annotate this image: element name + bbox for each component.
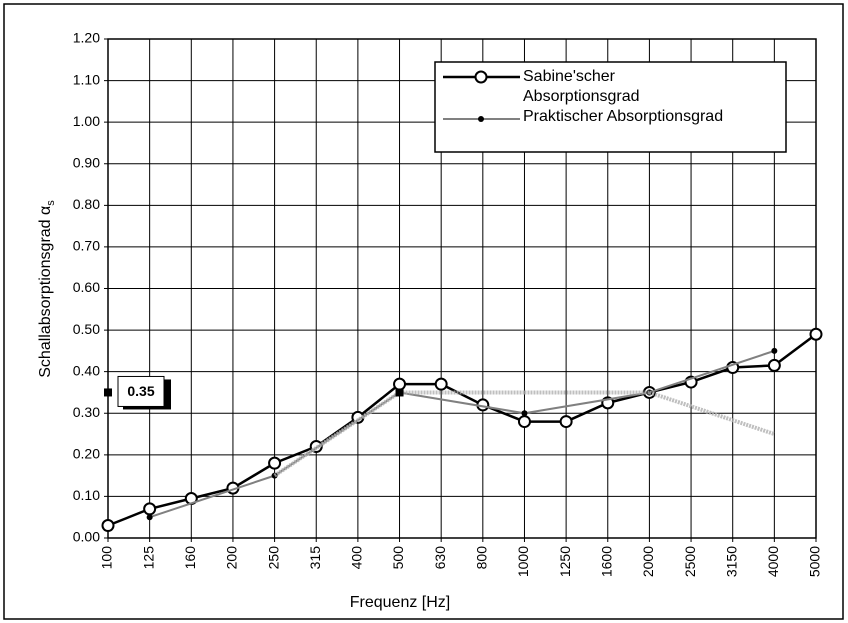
data-point — [101, 519, 115, 533]
series-segment — [273, 390, 401, 478]
y-tick-label: 0.40 — [73, 362, 100, 378]
x-tick-label: 630 — [432, 546, 448, 570]
x-tick-label: 250 — [265, 546, 281, 570]
y-tick-label: 0.00 — [73, 529, 100, 545]
data-point — [771, 347, 778, 354]
y-tick-label: 0.70 — [73, 238, 100, 254]
y-tick-label: 1.20 — [73, 30, 100, 46]
x-tick-label: 160 — [182, 546, 198, 570]
x-tick-label: 1000 — [515, 546, 531, 577]
series-segment — [524, 391, 650, 415]
plot-border — [107, 38, 817, 539]
y-tick-label: 0.90 — [73, 154, 100, 170]
x-tick-label: 5000 — [807, 546, 823, 577]
y-axis-title: Schallabsorptionsgrad αs — [37, 200, 57, 378]
x-tick-label: 500 — [390, 546, 406, 570]
series-segment — [649, 349, 775, 394]
y-tick-label: 0.80 — [73, 196, 100, 212]
y-tick-label: 0.50 — [73, 321, 100, 337]
y-axis-title-main: Schallabsorptionsgrad α — [37, 206, 54, 378]
x-tick-label: 125 — [140, 546, 156, 570]
x-tick-label: 2000 — [640, 546, 656, 577]
series-line — [107, 333, 817, 527]
x-tick-label: 4000 — [765, 546, 781, 577]
x-tick-label: 3150 — [723, 546, 739, 577]
x-tick-label: 1250 — [557, 546, 573, 577]
series-segment — [648, 390, 775, 436]
series-segment — [149, 474, 275, 519]
data-point — [767, 358, 781, 372]
y-tick-label: 0.30 — [73, 404, 100, 420]
annotation-marker — [104, 388, 112, 397]
data-point — [393, 377, 407, 391]
y-tick-label: 0.60 — [73, 279, 100, 295]
annotation-label: 0.35 — [127, 383, 154, 399]
y-tick-label: 1.00 — [73, 113, 100, 129]
data-point — [521, 410, 528, 417]
data-point — [143, 502, 157, 516]
x-tick-label: 200 — [224, 546, 240, 570]
x-tick-label: 800 — [474, 546, 490, 570]
x-tick-label: 100 — [99, 546, 115, 570]
data-point — [559, 415, 573, 429]
x-tick-label: 315 — [307, 546, 323, 570]
data-point — [146, 514, 153, 521]
legend-marker — [474, 70, 488, 84]
x-tick-label: 2500 — [682, 546, 698, 577]
legend-label-part: Absorptionsgrad — [523, 88, 640, 105]
legend-label: Sabine'scher Absorptionsgrad — [523, 68, 640, 105]
data-point — [809, 327, 823, 341]
x-axis-title: Frequenz [Hz] — [350, 594, 450, 611]
series-segment — [399, 391, 525, 415]
y-tick-label: 1.10 — [73, 71, 100, 87]
data-point — [434, 377, 448, 391]
data-point — [517, 415, 531, 429]
data-point — [268, 456, 282, 470]
y-tick-label: 0.10 — [73, 487, 100, 503]
x-tick-label: 400 — [349, 546, 365, 570]
annotation-box — [117, 375, 165, 407]
x-tick-label: 1600 — [598, 546, 614, 577]
legend-marker — [478, 116, 484, 122]
y-axis-title-sub: s — [45, 200, 57, 206]
legend-label: Praktischer Absorptionsgrad — [523, 108, 723, 125]
annotation-point — [395, 388, 404, 397]
legend-label-part: Sabine'scher — [523, 68, 616, 85]
y-tick-label: 0.20 — [73, 446, 100, 462]
